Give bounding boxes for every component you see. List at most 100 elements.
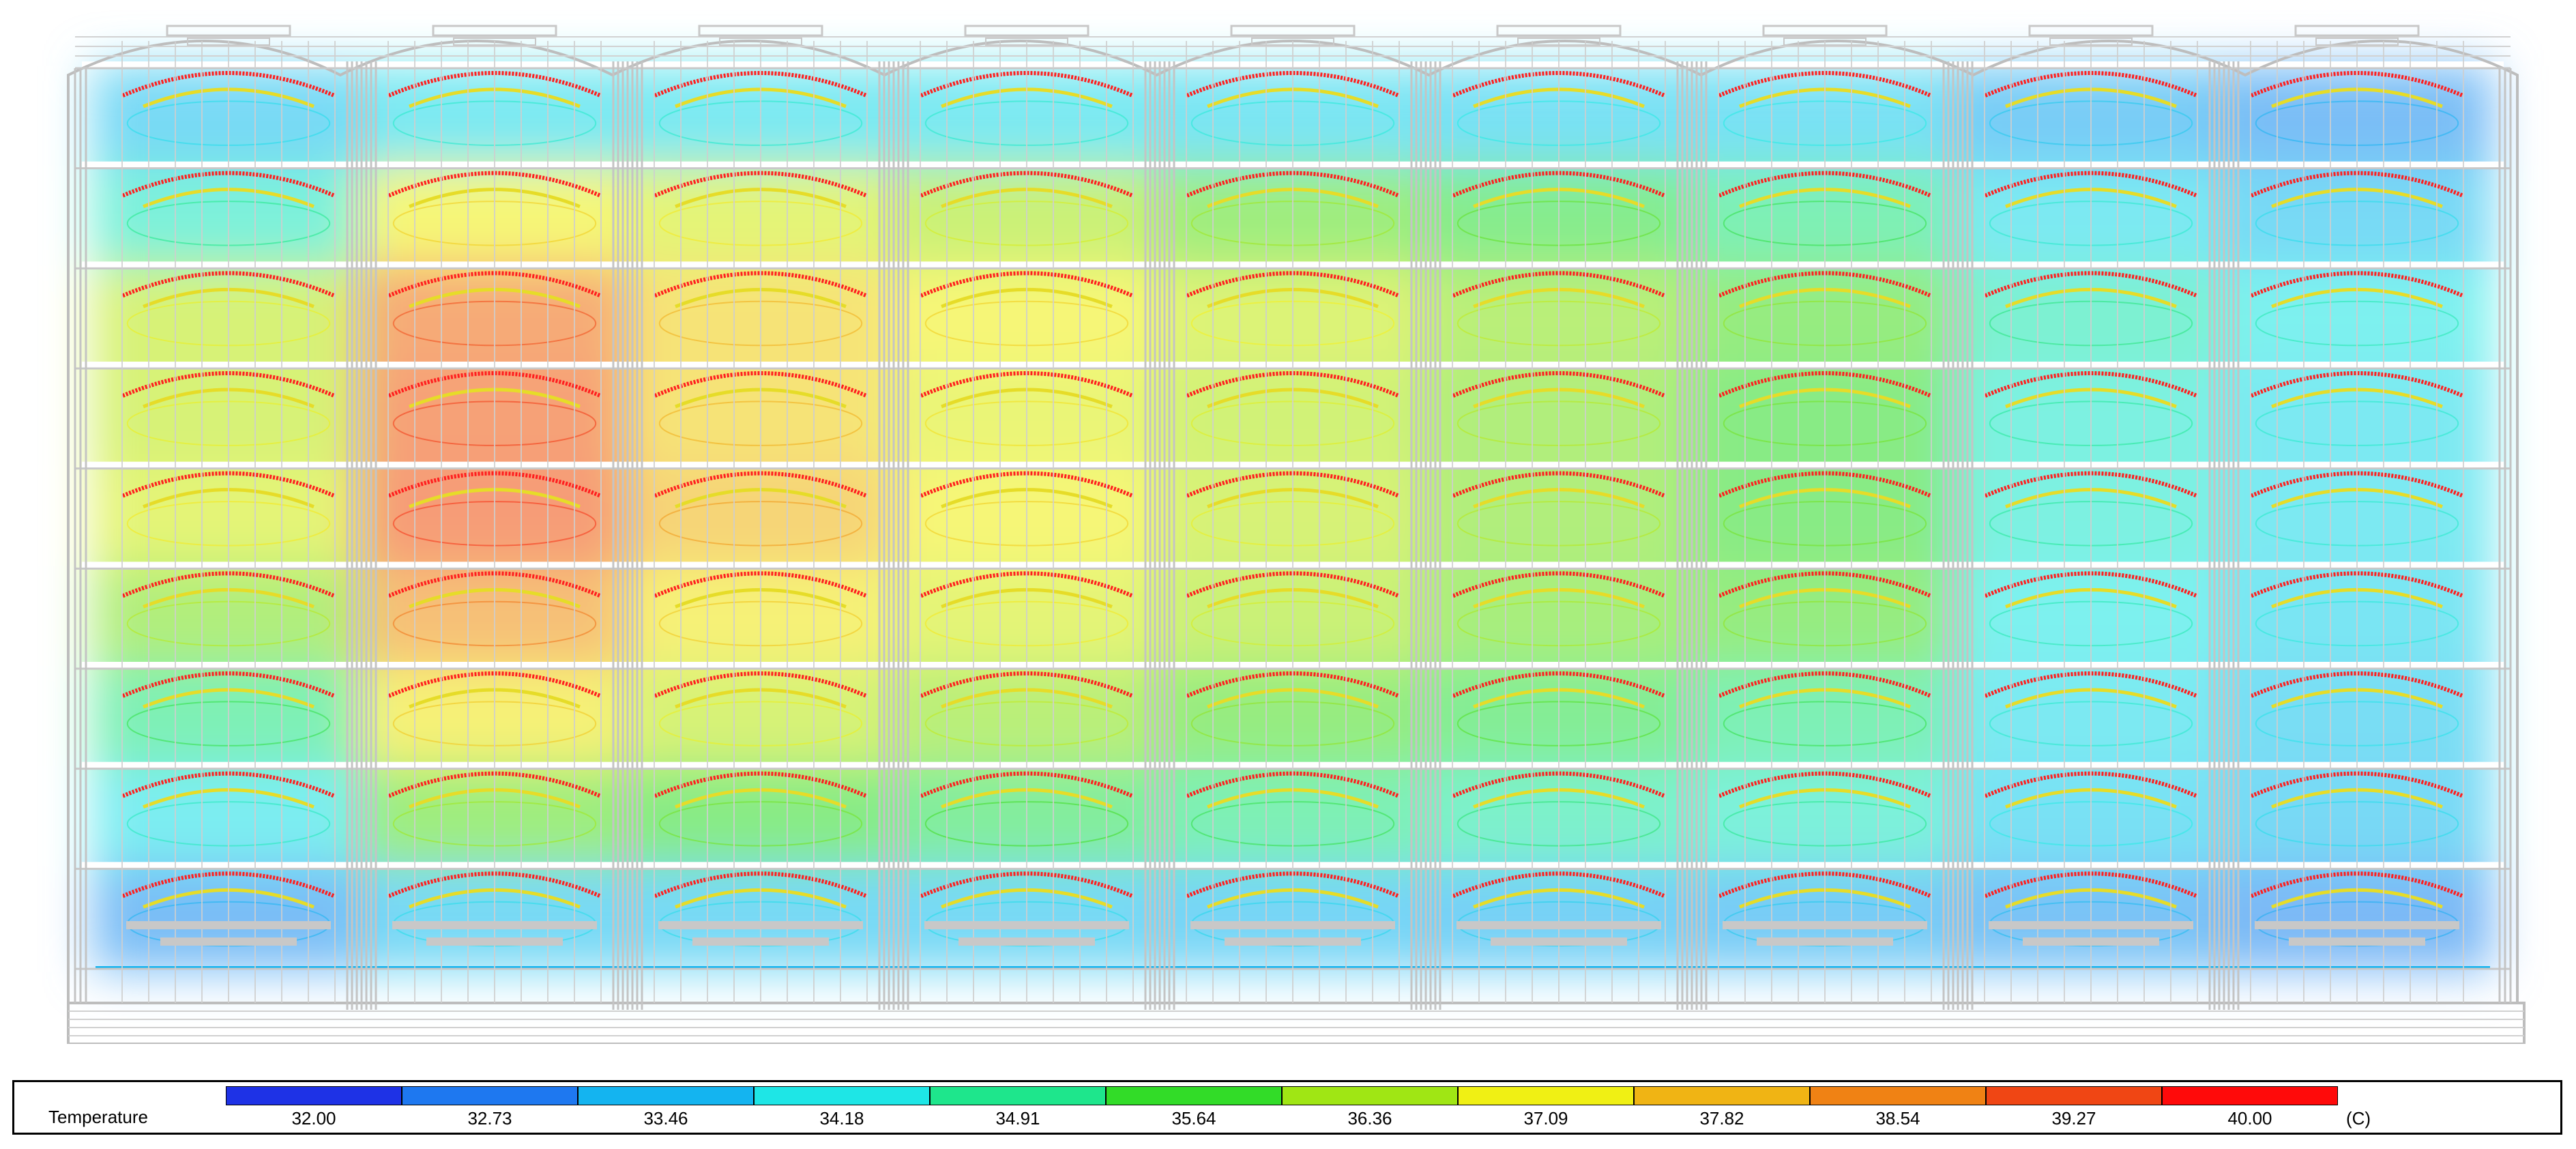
dome-hot-edge [2250, 271, 2464, 298]
dome-hot-edge [920, 171, 1134, 198]
colorbar-swatch [1106, 1086, 1282, 1105]
heater-bar [2023, 937, 2159, 946]
dome-hot-edge [654, 171, 868, 198]
roof-vent [2294, 25, 2420, 37]
dome-hot-edge [1718, 71, 1932, 98]
dome-hot-edge [1452, 471, 1666, 498]
colorbar-tick-label: 39.27 [2051, 1108, 2096, 1129]
colorbar-tick-label: 32.73 [467, 1108, 512, 1129]
colorbar-tick-label: 38.54 [1875, 1108, 1920, 1129]
dome-hot-edge [1718, 571, 1932, 598]
dome-hot-edge [387, 171, 602, 198]
dome-hot-edge [1718, 871, 1932, 899]
dome-hot-edge [1186, 871, 1400, 899]
legend-title: Temperature [48, 1107, 148, 1127]
colorbar-swatch [1458, 1086, 1634, 1105]
dome-hot-edge [121, 371, 336, 398]
colorbar [226, 1086, 2338, 1107]
dome-hot-edge [2250, 171, 2464, 198]
dome-hot-edge [1718, 471, 1932, 498]
dome-hot-edge [1452, 71, 1666, 98]
dome-hot-edge [121, 71, 336, 98]
roof-vent [432, 25, 557, 37]
dome-hot-edge [121, 871, 336, 899]
dome-hot-edge [1718, 371, 1932, 398]
dome-hot-edge [920, 471, 1134, 498]
colorbar-tick-label: 34.18 [819, 1108, 864, 1129]
dome-hot-edge [121, 771, 336, 798]
colorbar-tick-label: 33.46 [643, 1108, 688, 1129]
dome-hot-edge [1452, 771, 1666, 798]
dome-hot-edge [654, 371, 868, 398]
heater-bar [1457, 921, 1661, 929]
dome-hot-edge [654, 271, 868, 298]
dome-hot-edge [1984, 671, 2198, 698]
heater-bar [392, 921, 597, 929]
structure-outline [67, 25, 2526, 1044]
roof-vent [1496, 25, 1622, 37]
dome-hot-edge [1186, 171, 1400, 198]
dome-hot-edge [1984, 71, 2198, 98]
legend-panel: Temperature 32.00 32.73 33.46 34.18 34.91 35.… [12, 1080, 2562, 1135]
dome-hot-edge [387, 871, 602, 899]
dome-hot-edge [1452, 671, 1666, 698]
heater-bar [924, 921, 1129, 929]
roof-vent [964, 25, 1089, 37]
dome-hot-edge [1186, 571, 1400, 598]
roof-vent [453, 38, 536, 46]
dome-hot-edge [387, 471, 602, 498]
roof-vent [1517, 38, 1600, 46]
colorbar-swatch [1810, 1086, 1986, 1105]
dome-hot-edge [1718, 271, 1932, 298]
dome-hot-edge [654, 471, 868, 498]
dome-hot-edge [1984, 571, 2198, 598]
heater-bar [658, 921, 863, 929]
roof-vent [1251, 38, 1334, 46]
dome-hot-edge [387, 371, 602, 398]
colorbar-unit: (C) [2346, 1108, 2371, 1129]
dome-hot-edge [121, 471, 336, 498]
dome-hot-edge [920, 571, 1134, 598]
dome-hot-edge [387, 71, 602, 98]
contour-plot-svg [67, 25, 2526, 1044]
colorbar-swatch [226, 1086, 402, 1105]
dome-hot-edge [1984, 871, 2198, 899]
dome-hot-edge [920, 871, 1134, 899]
heater-bar [126, 921, 331, 929]
dome-hot-edge [1984, 271, 2198, 298]
colorbar-tick-label: 32.00 [291, 1108, 336, 1129]
dome-hot-edge [1984, 771, 2198, 798]
dome-hot-edge [654, 671, 868, 698]
colorbar-swatch [754, 1086, 930, 1105]
dome-hot-edge [387, 271, 602, 298]
dome-hot-edge [1718, 171, 1932, 198]
dome-hot-edge [654, 871, 868, 899]
heater-bar [692, 937, 829, 946]
heater-bar [1491, 937, 1627, 946]
dome-hot-edge [920, 271, 1134, 298]
roof-vent [698, 25, 823, 37]
dome-hot-edge [1452, 171, 1666, 198]
colorbar-tick-label: 37.82 [1699, 1108, 1744, 1129]
colorbar-swatch [1634, 1086, 1810, 1105]
roof-vent [985, 38, 1068, 46]
dome-hot-edge [1452, 871, 1666, 899]
dome-hot-edge [920, 371, 1134, 398]
colorbar-tick-label: 36.36 [1347, 1108, 1392, 1129]
dome-hot-edge [2250, 371, 2464, 398]
heater-bar [426, 937, 563, 946]
roof-vent [187, 38, 270, 46]
dome-hot-edge [920, 71, 1134, 98]
dome-hot-edge [920, 771, 1134, 798]
dome-hot-edge [2250, 471, 2464, 498]
colorbar-tick-label: 40.00 [2227, 1108, 2272, 1129]
dome-hot-edge [121, 271, 336, 298]
dome-hot-edge [1452, 271, 1666, 298]
roof-vent [1230, 25, 1356, 37]
dome-hot-edge [1718, 771, 1932, 798]
dome-hot-edge [1984, 371, 2198, 398]
roof-vent [2315, 38, 2399, 46]
colorbar-swatch [1986, 1086, 2162, 1105]
dome-hot-edge [2250, 571, 2464, 598]
heater-bar [1723, 921, 1927, 929]
